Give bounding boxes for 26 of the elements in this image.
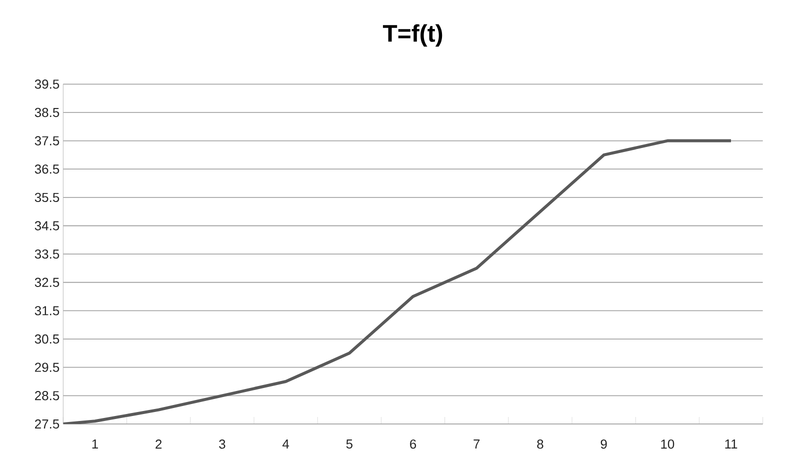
y-tick-label: 29.5 bbox=[35, 362, 60, 372]
x-tick-label: 2 bbox=[156, 439, 162, 449]
x-tick-label: 10 bbox=[661, 439, 674, 449]
x-tick-label: 4 bbox=[282, 439, 290, 448]
y-tick-label: 33.5 bbox=[34, 249, 60, 259]
y-tick-label: 28.5 bbox=[35, 391, 60, 400]
y-tick-label: 35.5 bbox=[34, 192, 60, 202]
x-tick-label: 8 bbox=[537, 439, 544, 449]
line-series bbox=[63, 139, 733, 424]
y-tick-label: 34.5 bbox=[34, 221, 60, 230]
x-tick-label: 6 bbox=[410, 439, 416, 449]
x-tick-label: 11 bbox=[725, 439, 738, 448]
y-tick-label: 30.5 bbox=[34, 334, 60, 344]
y-tick-label: 38.5 bbox=[34, 108, 60, 118]
y-tick-label: 31.5 bbox=[34, 306, 60, 316]
chart-title: T=f(t) bbox=[382, 24, 442, 47]
x-tick-label: 5 bbox=[346, 439, 352, 449]
x-tick-label: 7 bbox=[474, 439, 480, 448]
y-tick-label: 39.5 bbox=[34, 80, 60, 89]
y-tick-label: 32.5 bbox=[34, 278, 60, 287]
x-tick-label: 3 bbox=[219, 439, 226, 449]
x-tick-label: 1 bbox=[92, 439, 98, 448]
y-tick-label: 37.5 bbox=[34, 136, 60, 146]
y-tick-label: 36.5 bbox=[34, 164, 60, 174]
y-tick-label: 27.5 bbox=[35, 419, 60, 429]
x-tick-label: 9 bbox=[600, 439, 607, 449]
